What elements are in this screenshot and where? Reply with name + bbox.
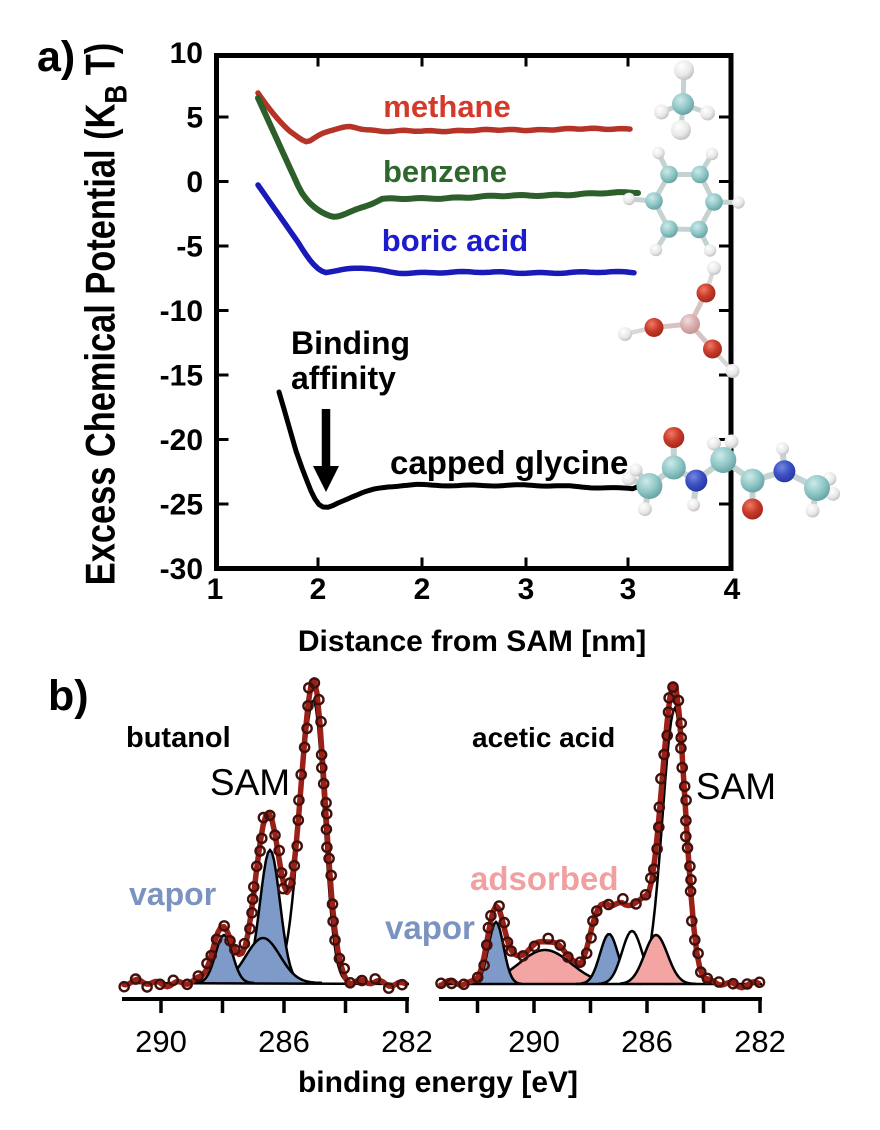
svg-text:282: 282 — [734, 1024, 786, 1059]
svg-text:-5: -5 — [176, 231, 203, 264]
svg-text:-15: -15 — [160, 360, 203, 393]
svg-text:286: 286 — [621, 1024, 673, 1059]
svg-text:290: 290 — [135, 1024, 187, 1059]
svg-text:SAM: SAM — [210, 762, 290, 803]
svg-text:capped glycine: capped glycine — [390, 444, 628, 481]
svg-text:vapor: vapor — [385, 909, 475, 946]
svg-text:5: 5 — [186, 102, 203, 135]
svg-text:-30: -30 — [160, 553, 203, 586]
svg-text:Binding: Binding — [291, 325, 410, 361]
svg-text:2: 2 — [310, 573, 327, 606]
svg-text:benzene: benzene — [383, 154, 507, 189]
svg-text:1: 1 — [207, 573, 224, 606]
svg-text:butanol: butanol — [126, 722, 231, 754]
svg-text:SAM: SAM — [696, 766, 776, 807]
svg-text:3: 3 — [620, 573, 637, 606]
svg-text:290: 290 — [508, 1024, 560, 1059]
svg-text:boric acid: boric acid — [382, 223, 528, 258]
svg-text:binding energy [eV]: binding energy [eV] — [298, 1066, 578, 1099]
svg-text:methane: methane — [383, 89, 510, 124]
svg-text:affinity: affinity — [291, 360, 396, 396]
svg-text:3: 3 — [518, 573, 535, 606]
svg-text:2: 2 — [414, 573, 431, 606]
svg-text:-10: -10 — [160, 295, 203, 328]
svg-text:b): b) — [48, 672, 89, 720]
svg-text:adsorbed: adsorbed — [470, 860, 619, 897]
svg-text:acetic acid: acetic acid — [472, 722, 615, 753]
svg-text:10: 10 — [170, 37, 203, 70]
svg-text:4: 4 — [724, 573, 741, 606]
svg-text:0: 0 — [186, 166, 203, 199]
svg-text:a): a) — [37, 33, 75, 81]
svg-text:286: 286 — [258, 1024, 310, 1059]
svg-text:vapor: vapor — [129, 876, 216, 912]
svg-text:-25: -25 — [160, 489, 203, 522]
svg-text:-20: -20 — [160, 424, 203, 457]
svg-text:282: 282 — [381, 1024, 433, 1059]
svg-text:Distance from SAM [nm]: Distance from SAM [nm] — [298, 625, 646, 658]
